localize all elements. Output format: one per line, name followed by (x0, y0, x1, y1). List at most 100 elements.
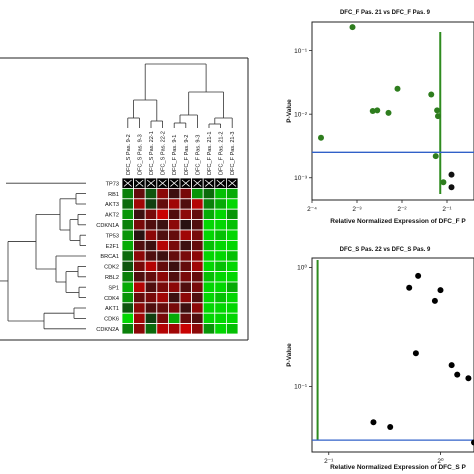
heatmap-cell (214, 198, 227, 210)
x-tick-label: 2⁻⁴ (307, 206, 317, 213)
heatmap-cell (179, 198, 193, 210)
heatmap-cell (214, 323, 227, 335)
heatmap-row-label: RB1 (108, 192, 119, 198)
heatmap-cell (167, 198, 181, 210)
heatmap-cell (156, 302, 169, 314)
data-point (370, 419, 377, 426)
heatmap-column-label: DFC_S Pas. 22-1 (149, 131, 155, 175)
data-point (394, 85, 401, 92)
heatmap-cell (191, 187, 204, 200)
heatmap-cell (167, 271, 181, 283)
heatmap-cell (225, 302, 239, 314)
heatmap-cell (179, 250, 193, 262)
heatmap-cell (202, 260, 216, 273)
heatmap-cell-cross (216, 179, 225, 187)
heatmap-cell (225, 229, 239, 241)
heatmap-panel: DFC_S Pas. 9-2 DFC_S Pas. 9-3 DFC_S Pas. 2… (0, 57, 249, 341)
heatmap-row-label: AKT3 (105, 202, 119, 208)
heatmap-cell (144, 239, 158, 252)
heatmap-cell (202, 302, 216, 314)
heatmap-cell (179, 323, 193, 335)
data-point (428, 91, 435, 98)
heatmap-cell (214, 187, 227, 200)
x-tick-label: 2⁻³ (352, 206, 362, 213)
heatmap-cell (144, 187, 158, 200)
heatmap-cell (202, 198, 216, 210)
heatmap-cell (144, 208, 158, 220)
x-tick-label: 2⁻² (397, 206, 407, 213)
heatmap-cell (214, 302, 227, 314)
heatmap-cell (179, 239, 193, 252)
heatmap-cell (121, 198, 135, 210)
row-dendrogram (0, 182, 86, 330)
heatmap-cell (121, 323, 135, 335)
data-point (437, 287, 444, 294)
heatmap-cell (225, 281, 239, 293)
heatmap-cell (225, 291, 239, 304)
heatmap-row-label: BRCA1 (100, 254, 119, 260)
heatmap-column-label: DFC_F Pas. 9-3 (195, 135, 201, 175)
heatmap-cell (202, 281, 216, 293)
x-tick-label: 2⁻¹ (324, 458, 334, 465)
heatmap-cell (121, 219, 135, 231)
heatmap-cell (179, 187, 193, 200)
heatmap-column-label: DFC_F Pas. 21-3 (230, 131, 236, 175)
heatmap-cell (225, 271, 239, 283)
heatmap-cell (133, 312, 146, 325)
heatmap-row-label: TP73 (106, 181, 119, 187)
heatmap-cell (202, 208, 216, 220)
heatmap-cell-cross (170, 179, 179, 187)
heatmap-cell (214, 260, 227, 273)
heatmap-cell (167, 250, 181, 262)
heatmap-cell (202, 187, 216, 200)
heatmap-cell (167, 219, 181, 231)
plot2-ticks: 2⁻¹ 2⁰ 10⁻¹ 10⁰ (294, 264, 444, 465)
heatmap-cell (133, 323, 146, 335)
heatmap-column-label: DFC_S Pas. 22-2 (161, 131, 167, 175)
heatmap-cell (144, 229, 158, 241)
plot2-threshold-lines (312, 260, 474, 441)
heatmap-cell (225, 198, 239, 210)
heatmap-row-label: AKT1 (105, 306, 119, 312)
heatmap-cell (225, 260, 239, 273)
heatmap-cell (156, 323, 169, 335)
heatmap-cell (214, 281, 227, 293)
heatmap-cell (167, 312, 181, 325)
heatmap-cell (191, 208, 204, 220)
plot1-ylabel: P-Value (286, 99, 293, 123)
heatmap-cell (156, 250, 169, 262)
heatmap-cell (214, 219, 227, 231)
heatmap-cell (167, 291, 181, 304)
row-labels: TP73 RB1 AKT3 AKT2 CDKN1A TP53 E2F1 BRCA1 CDK2 RB… (96, 181, 119, 333)
heatmap-cell (179, 260, 193, 273)
heatmap-cell (167, 260, 181, 273)
heatmap-cells (121, 177, 239, 335)
heatmap-cell (214, 229, 227, 241)
heatmap-cell (121, 271, 135, 283)
heatmap-cell (214, 291, 227, 304)
heatmap-cell (133, 260, 146, 273)
plot2-xlabel: Relative Normalized Expression of DFC_S … (330, 464, 466, 471)
plot1-points (318, 24, 455, 191)
plot2-ylabel: P-Value (286, 343, 293, 367)
heatmap-cell (191, 271, 204, 283)
heatmap-row-label: AKT2 (105, 213, 119, 219)
data-point (440, 179, 447, 186)
data-point (448, 184, 455, 191)
heatmap-cell (156, 260, 169, 273)
y-tick-label: 10⁰ (297, 264, 307, 272)
plot1-threshold-lines (312, 32, 474, 194)
heatmap-cell (191, 250, 204, 262)
heatmap-column-label: DFC_S Pas. 9-2 (126, 134, 132, 175)
heatmap-cell (144, 250, 158, 262)
heatmap-cell (121, 302, 135, 314)
heatmap-cell (121, 239, 135, 252)
heatmap-cell (121, 312, 135, 325)
heatmap-cell (144, 271, 158, 283)
heatmap-cell (156, 271, 169, 283)
data-point (349, 24, 356, 31)
heatmap-cell (144, 198, 158, 210)
heatmap-cell (121, 250, 135, 262)
data-point (415, 272, 422, 279)
heatmap-cell (156, 312, 169, 325)
